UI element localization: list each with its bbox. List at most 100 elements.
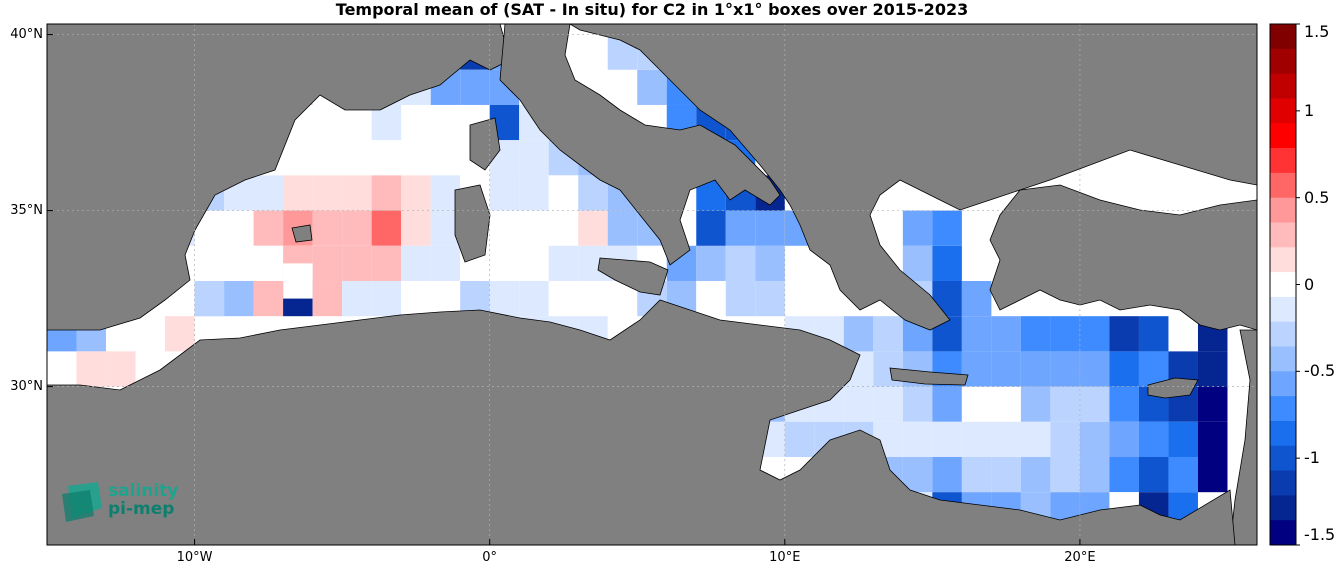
heatmap-cell [991, 386, 1021, 422]
map-title: Temporal mean of (SAT - In situ) for C2 … [335, 0, 969, 19]
colorbar-swatch [1270, 73, 1296, 99]
heatmap-cell [489, 175, 520, 211]
colorbar-tick-label: -0.5 [1304, 361, 1336, 381]
heatmap-cell [873, 386, 903, 422]
heatmap-cell [253, 175, 284, 211]
lon-tick-label: 0° [482, 550, 498, 565]
heatmap-cell [1079, 386, 1110, 422]
heatmap-cell [548, 280, 579, 317]
heatmap-cell [106, 351, 136, 387]
heatmap-cell [519, 210, 549, 246]
colorbar-swatch [1270, 123, 1296, 149]
heatmap-cell [961, 421, 992, 457]
heatmap-cell [755, 245, 785, 281]
heatmap-cell [696, 210, 726, 246]
colorbar-swatch [1270, 470, 1296, 496]
heatmap-cell [725, 280, 756, 317]
heatmap-cell [1079, 456, 1110, 493]
colorbar-swatch [1270, 272, 1296, 298]
colorbar-swatch [1270, 495, 1296, 521]
heatmap-cell [607, 210, 638, 246]
heatmap-cell [283, 263, 313, 299]
heatmap-cell [1079, 351, 1110, 387]
heatmap-cell [401, 175, 431, 211]
heatmap-cell [1109, 456, 1139, 493]
heatmap-cell [1050, 456, 1080, 493]
heatmap-cell [578, 210, 608, 246]
colorbar-swatch [1270, 296, 1296, 323]
heatmap-cell [371, 104, 402, 141]
heatmap-cell [578, 280, 608, 317]
heatmap-cell [932, 245, 962, 281]
logo-text-pimep: pi-mep [108, 499, 175, 519]
colorbar-swatch [1270, 396, 1296, 422]
heatmap-cell [1020, 421, 1051, 457]
heatmap-cell [1138, 421, 1169, 457]
salinity-pi-mep-logo: salinity pi-mep [60, 478, 190, 524]
heatmap-cell [342, 175, 372, 211]
heatmap-cell [784, 421, 815, 457]
axis-ticks [47, 34, 1081, 545]
land-north-africa [47, 299, 1236, 545]
heatmap-cell [1050, 386, 1080, 422]
heatmap-cell [902, 245, 933, 281]
heatmap-cell [312, 210, 343, 246]
heatmap-cell [548, 245, 579, 281]
map-frame [46, 23, 1258, 546]
heatmap-cell [1020, 351, 1051, 387]
heatmap-cell [342, 245, 372, 281]
land-sardinia [454, 184, 491, 263]
heatmap-cell [1138, 456, 1169, 493]
heatmap-cell [1020, 316, 1051, 352]
colorbar-swatch [1270, 48, 1296, 75]
heatmap-cell [991, 351, 1021, 387]
heatmap-cell [194, 280, 225, 317]
heatmap-cell [843, 316, 874, 352]
heatmap-cell [637, 69, 667, 105]
logo-text-salinity: salinity [108, 481, 179, 501]
heatmap-cell [1050, 421, 1080, 457]
heatmap-cell [519, 140, 549, 176]
heatmap-cell [696, 280, 726, 317]
land-mass [47, 24, 1257, 545]
heatmap-cell [902, 456, 933, 493]
heatmap-cell [991, 456, 1021, 493]
heatmap-cell [371, 280, 402, 317]
heatmap-cell [932, 421, 962, 457]
colorbar-frame [1269, 23, 1297, 546]
heatmap-cell [696, 245, 726, 281]
heatmap-cell [342, 280, 372, 317]
land-crete [889, 367, 969, 386]
lon-tick-label: 10°W [176, 550, 213, 565]
heatmap-cell [224, 280, 254, 317]
heatmap-cell [489, 210, 520, 246]
heatmap-cell [430, 104, 461, 141]
heatmap-cell [1109, 316, 1139, 352]
heatmap-cell [224, 210, 254, 246]
heatmap-cell [902, 421, 933, 457]
colorbar-swatch [1270, 148, 1296, 174]
heatmap-cell [401, 245, 431, 281]
heatmap-cell [961, 316, 992, 352]
lat-tick-label: 30°N [10, 378, 43, 394]
lat-tick-label: 40°N [10, 26, 43, 42]
heatmap-cell [371, 245, 402, 281]
colorbar-tick-label: -1.5 [1304, 525, 1336, 544]
colorbar-tick-label: 1.5 [1304, 22, 1330, 41]
heatmap-cell [312, 245, 343, 281]
heatmap-cell [194, 245, 225, 281]
heatmap-cell [489, 280, 520, 317]
heatmap-cell [1197, 456, 1228, 493]
colorbar-swatch [1270, 222, 1296, 248]
heatmap-cell [519, 245, 549, 281]
heatmap-cell [1079, 316, 1110, 352]
colorbar-swatch [1270, 420, 1296, 447]
heatmap-cell [519, 280, 549, 317]
land-corsica [469, 117, 501, 171]
heatmap-cell [371, 175, 402, 211]
heatmap-cell [1050, 351, 1080, 387]
graticule [47, 24, 1257, 545]
colorbar-swatch [1270, 247, 1296, 273]
heatmap-cell [371, 210, 402, 246]
